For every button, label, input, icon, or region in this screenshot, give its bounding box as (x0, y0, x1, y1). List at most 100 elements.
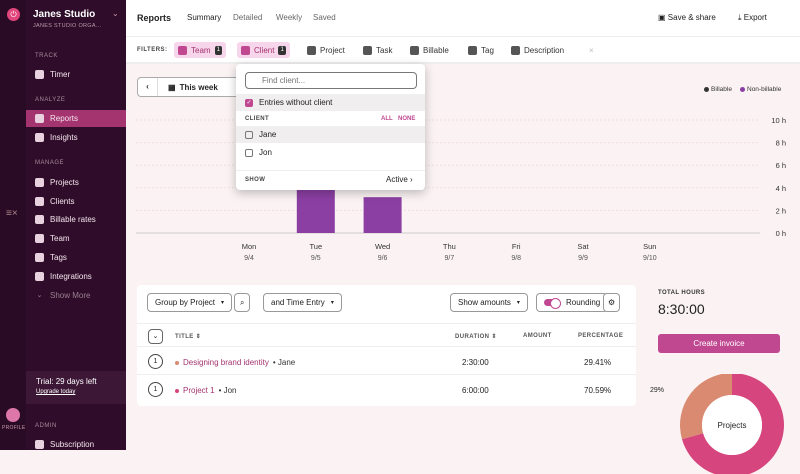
x-tick-day: Sat (577, 242, 589, 251)
toggle-switch[interactable] (544, 298, 561, 309)
tab-saved[interactable]: Saved (313, 13, 336, 22)
report-table-card: Group by Project ▾ ⌕ and Time Entry ▾ Show… (137, 285, 636, 406)
column-title[interactable]: TITLE ⇕ (175, 334, 202, 340)
find-client-input[interactable] (245, 72, 417, 89)
checkbox-icon[interactable] (245, 148, 253, 157)
puzzle-icon (35, 272, 44, 281)
filter-client-label: Client (254, 45, 275, 55)
rounding-toggle[interactable]: Rounding (536, 293, 609, 312)
filter-billable[interactable]: Billable (406, 42, 453, 58)
profile-label: PROFILE (2, 425, 26, 431)
row-project-name[interactable]: Project 1 (183, 386, 215, 395)
save-share-button[interactable]: ▣ Save & share (658, 13, 716, 22)
text-icon (511, 45, 520, 55)
option-label: Jon (259, 148, 272, 157)
insights-icon (35, 133, 44, 142)
profile-avatar[interactable] (6, 408, 20, 422)
filter-client-count: 1 (278, 45, 286, 55)
gear-icon: ⚙ (608, 298, 616, 307)
legend-label: Billable (711, 86, 732, 93)
donut-slice-project-1[interactable] (681, 374, 784, 474)
sidebar-item-tags[interactable]: Tags (26, 249, 126, 266)
sidebar-item-projects[interactable]: Projects (26, 174, 126, 191)
bar (363, 197, 402, 233)
sidebar-item-timer[interactable]: Timer (26, 66, 126, 83)
sidebar-item-integrations[interactable]: Integrations (26, 268, 126, 285)
filter-project[interactable]: Project (303, 42, 349, 58)
workspace-chevron-down-icon[interactable]: ⌄ (112, 9, 119, 18)
row-project-name[interactable]: Designing brand identity (183, 358, 269, 367)
filter-client[interactable]: Client 1 (237, 42, 290, 58)
table-row[interactable]: 1 Project 1 • Jon 6:00:00 70.59% (137, 377, 636, 403)
filter-tag[interactable]: Tag (464, 42, 498, 58)
show-status-select[interactable]: Active › (386, 175, 413, 184)
chevron-down-icon: ⌄ (36, 292, 43, 299)
client-section-label: CLIENT (245, 116, 270, 122)
filter-task-label: Task (376, 45, 393, 55)
total-hours-value: 8:30:00 (658, 301, 705, 317)
sidebar: Janes Studio JANES STUDIO ORGA... ⌄ TRAC… (26, 0, 126, 450)
filter-tag-label: Tag (481, 45, 494, 55)
select-none-link[interactable]: NONE (398, 116, 416, 122)
row-percentage: 29.41% (584, 358, 612, 367)
x-tick-day: Wed (375, 242, 390, 251)
expand-all-chevron-icon[interactable]: ⌄ (148, 329, 163, 344)
table-row[interactable]: 1 Designing brand identity • Jane 2:30:00… (137, 349, 636, 375)
contact-card-icon (35, 197, 44, 206)
search-button[interactable]: ⌕ (234, 293, 251, 312)
sidebar-item-insights[interactable]: Insights (26, 129, 126, 146)
donut-center (702, 395, 762, 455)
sidebar-item-label: Team (50, 234, 70, 243)
row-count-badge[interactable]: 1 (148, 382, 163, 397)
sub-group-select[interactable]: and Time Entry ▾ (263, 293, 342, 312)
filter-team[interactable]: Team 1 (174, 42, 226, 58)
upgrade-link[interactable]: Upgrade today (36, 389, 76, 395)
sidebar-item-billable-rates[interactable]: Billable rates (26, 211, 126, 228)
tab-weekly[interactable]: Weekly (276, 13, 303, 22)
previous-week-arrow-icon[interactable]: ‹ (138, 78, 158, 96)
x-tick-day: Fri (512, 242, 521, 251)
client-option-jane[interactable]: Jane (236, 126, 425, 143)
select-all-link[interactable]: ALL (381, 116, 393, 122)
row-count-badge[interactable]: 1 (148, 354, 163, 369)
export-button[interactable]: ⤓ Export (738, 13, 767, 23)
clear-filters-close-icon[interactable]: × (589, 46, 594, 55)
x-tick-day: Mon (242, 242, 257, 251)
date-range-picker[interactable]: ‹ ▦ This week (137, 77, 247, 97)
checkbox-checked-icon[interactable]: ✓ (245, 98, 253, 107)
project-color-dot (175, 360, 179, 365)
sidebar-item-reports[interactable]: Reports (26, 110, 126, 127)
sidebar-item-subscription[interactable]: Subscription (26, 436, 126, 453)
x-tick-date: 9/10 (643, 255, 657, 262)
sidebar-item-label: Integrations (50, 272, 92, 281)
tab-detailed[interactable]: Detailed (233, 13, 263, 22)
show-amounts-select[interactable]: Show amounts ▾ (450, 293, 528, 312)
x-tick-day: Thu (443, 242, 456, 251)
legend-billable: Billable (704, 86, 732, 93)
create-invoice-button[interactable]: Create invoice (658, 334, 780, 353)
filter-description[interactable]: Description (507, 42, 568, 58)
legend-label: Non-billable (747, 86, 782, 93)
column-duration[interactable]: DURATION ⇕ (455, 334, 497, 340)
entries-without-client-option[interactable]: ✓ Entries without client (236, 94, 425, 111)
filter-task[interactable]: Task (359, 42, 396, 58)
workspace-name[interactable]: Janes Studio (33, 9, 96, 20)
tag-icon (35, 253, 44, 262)
donut-slice-designing-brand-identity[interactable] (680, 374, 732, 440)
section-track: TRACK (35, 53, 58, 59)
app-logo-icon[interactable]: ⏻ (7, 8, 20, 21)
client-option-jon[interactable]: Jon (236, 144, 425, 161)
column-title-label: TITLE (175, 334, 194, 340)
dollar-icon (410, 45, 419, 55)
chevron-down-icon: ▾ (221, 300, 225, 306)
sidebar-show-more[interactable]: ⌄ Show More (26, 287, 126, 304)
filter-description-label: Description (524, 45, 565, 55)
workspace-subtitle: JANES STUDIO ORGA... (33, 23, 102, 29)
collapse-sidebar-icon[interactable]: ≡× (6, 208, 18, 219)
sidebar-item-clients[interactable]: Clients (26, 193, 126, 210)
checkbox-icon[interactable] (245, 130, 253, 139)
sidebar-item-team[interactable]: Team (26, 230, 126, 247)
tab-summary[interactable]: Summary (187, 13, 222, 22)
group-by-select[interactable]: Group by Project ▾ (147, 293, 233, 312)
report-settings-button[interactable]: ⚙ (603, 293, 621, 312)
